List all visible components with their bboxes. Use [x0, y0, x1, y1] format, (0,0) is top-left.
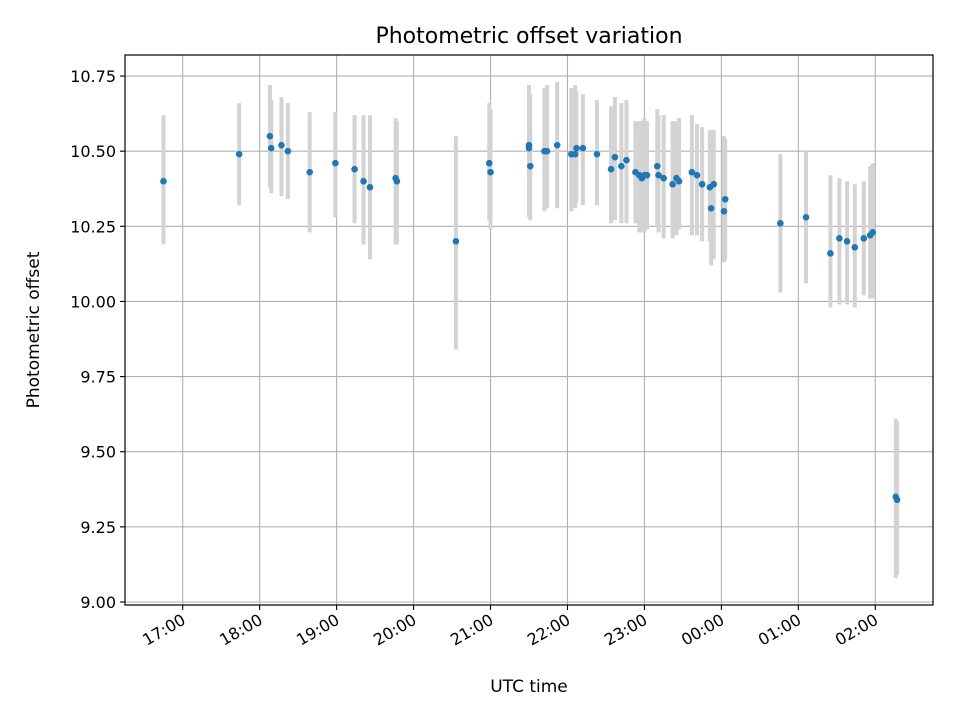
- data-point: [160, 177, 167, 185]
- data-point: [235, 150, 243, 158]
- data-point: [366, 183, 374, 191]
- data-point: [267, 144, 275, 152]
- data-point: [525, 141, 533, 149]
- data-point: [802, 213, 810, 221]
- y-tick-label: 9.25: [80, 518, 116, 537]
- data-point: [851, 244, 859, 251]
- data-point: [351, 165, 358, 173]
- data-point: [693, 171, 701, 179]
- chart-title: Photometric offset variation: [375, 24, 682, 49]
- y-tick-label: 9.50: [80, 443, 116, 462]
- data-point: [571, 150, 579, 158]
- data-point: [710, 180, 717, 188]
- data-point: [332, 159, 339, 167]
- data-point: [893, 496, 901, 504]
- data-point: [777, 220, 784, 227]
- y-tick-label: 9.00: [80, 593, 116, 612]
- data-point: [284, 147, 292, 155]
- y-tick-label: 10.50: [70, 142, 116, 161]
- y-tick-label: 10.75: [70, 67, 116, 86]
- data-point: [698, 180, 706, 188]
- data-point: [660, 174, 667, 182]
- data-point: [669, 180, 676, 188]
- data-point: [306, 168, 313, 176]
- plot-frame: [124, 54, 934, 606]
- data-point: [487, 168, 494, 176]
- data-point: [707, 204, 715, 212]
- data-point: [593, 150, 601, 158]
- data-point: [573, 144, 580, 152]
- data-point: [869, 229, 877, 236]
- data-point: [721, 195, 729, 203]
- data-point: [266, 132, 274, 140]
- data-point: [688, 168, 696, 176]
- data-point: [393, 177, 401, 185]
- data-point: [836, 235, 843, 242]
- data-point: [607, 165, 615, 173]
- x-axis-label: UTC time: [490, 677, 568, 697]
- y-tick-label: 9.75: [80, 368, 116, 387]
- data-point: [611, 153, 619, 161]
- data-point: [655, 171, 662, 179]
- data-point: [827, 250, 834, 257]
- y-axis: 9.00 9.25 9.50 9.75 10.00 10.25 10.50 10.75: [70, 67, 125, 612]
- data-point: [360, 177, 367, 185]
- data-point: [553, 141, 561, 149]
- data-point: [623, 156, 630, 164]
- data-point: [860, 235, 868, 242]
- data-point: [618, 162, 625, 170]
- data-point: [675, 177, 683, 185]
- data-point: [526, 162, 534, 170]
- data-point: [485, 159, 493, 167]
- data-point: [653, 162, 661, 170]
- data-point: [452, 238, 460, 245]
- y-tick-label: 10.25: [70, 217, 116, 236]
- data-point: [579, 144, 587, 152]
- data-point: [720, 207, 728, 215]
- y-tick-label: 10.00: [70, 292, 116, 311]
- data-point: [843, 238, 851, 245]
- data-point: [643, 171, 651, 179]
- y-axis-label: Photometric offset: [24, 251, 44, 408]
- data-point: [278, 141, 285, 149]
- data-point: [543, 147, 551, 155]
- data-points: [160, 132, 901, 504]
